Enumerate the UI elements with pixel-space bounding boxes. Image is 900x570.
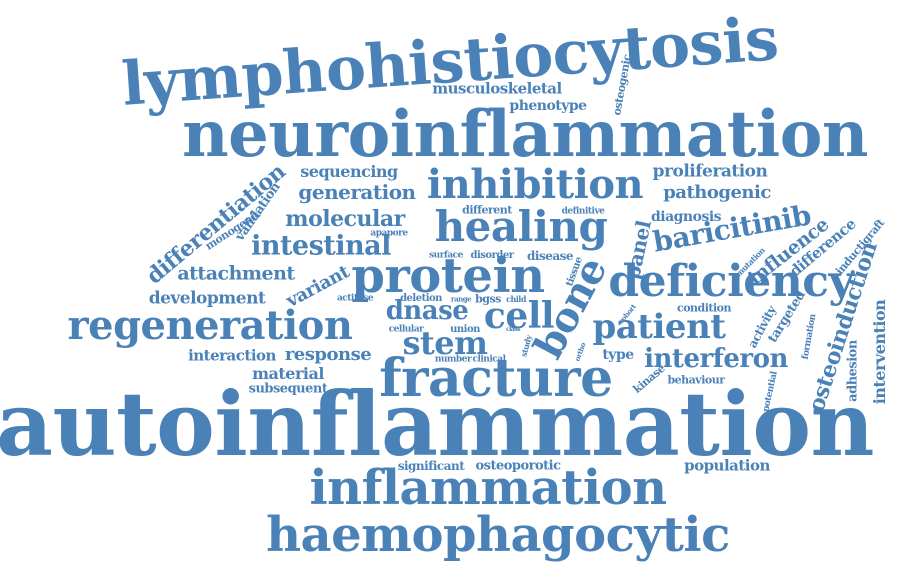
word-formation: formation	[800, 313, 819, 361]
word-generation: generation	[298, 180, 416, 204]
word-subsequent: subsequent	[248, 381, 328, 397]
word-type: type	[602, 347, 634, 363]
word-cell: cell	[483, 295, 555, 337]
word-sequencing: sequencing	[300, 162, 398, 181]
word-interaction: interaction	[188, 346, 276, 365]
word-proliferation: proliferation	[652, 161, 768, 182]
word-fracture: fracture	[379, 348, 613, 409]
word-haemophagocytic: haemophagocytic	[266, 507, 730, 563]
word-actifuse: actifuse	[336, 293, 374, 304]
word-dnase: dnase	[385, 296, 469, 326]
word-deficiency: deficiency	[608, 256, 854, 307]
word-pathogenic: pathogenic	[663, 182, 771, 203]
word-different: different	[462, 203, 512, 217]
word-condition: condition	[677, 301, 732, 315]
word-inflammation: inflammation	[309, 460, 667, 516]
word-interferon: interferon	[644, 344, 788, 374]
word-population: population	[684, 456, 770, 475]
word-adhesion: adhesion	[845, 340, 861, 402]
word-diagnosis: diagnosis	[650, 209, 722, 225]
word-osteoporotic: osteoporotic	[475, 458, 561, 474]
word-deletion: deletion	[400, 293, 442, 304]
word-bgss: bgss	[475, 292, 501, 306]
word-intestinal: intestinal	[251, 230, 391, 262]
word-development: development	[148, 288, 266, 309]
word-child: child	[506, 294, 526, 304]
word-healing: healing	[434, 202, 608, 251]
word-musculoskeletal: musculoskeletal	[432, 79, 562, 98]
word-range: range	[450, 294, 472, 304]
word-disorder: disorder	[470, 250, 514, 261]
word-definitive: definitive	[561, 206, 605, 217]
word-number: number	[434, 354, 472, 365]
word-union: union	[450, 324, 480, 335]
word-phenotype: phenotype	[509, 98, 587, 114]
word-disease: disease	[526, 249, 574, 263]
word-behaviour: behaviour	[667, 373, 725, 387]
word-regeneration: regeneration	[67, 302, 353, 349]
word-protein: protein	[351, 248, 545, 304]
word-surface: surface	[429, 250, 463, 261]
word-inhibition: inhibition	[426, 161, 644, 208]
word-neuroinflammation: neuroinflammation	[182, 97, 868, 172]
word-molecular: molecular	[285, 206, 405, 232]
word-response: response	[284, 344, 372, 365]
word-apapore: apapore	[370, 228, 408, 239]
word-cellular: cellular	[388, 324, 424, 335]
word-intervention: intervention	[870, 299, 889, 405]
word-autoinflammation: autoinflammation	[0, 372, 875, 476]
word-attachment: attachment	[177, 262, 295, 285]
word-significant: significant	[397, 459, 465, 473]
word-patient: patient	[592, 307, 726, 347]
word-stem: stem	[402, 324, 488, 362]
word-material: material	[252, 364, 324, 383]
word-clinical: clinical	[472, 354, 506, 365]
word-class: class	[505, 326, 521, 333]
